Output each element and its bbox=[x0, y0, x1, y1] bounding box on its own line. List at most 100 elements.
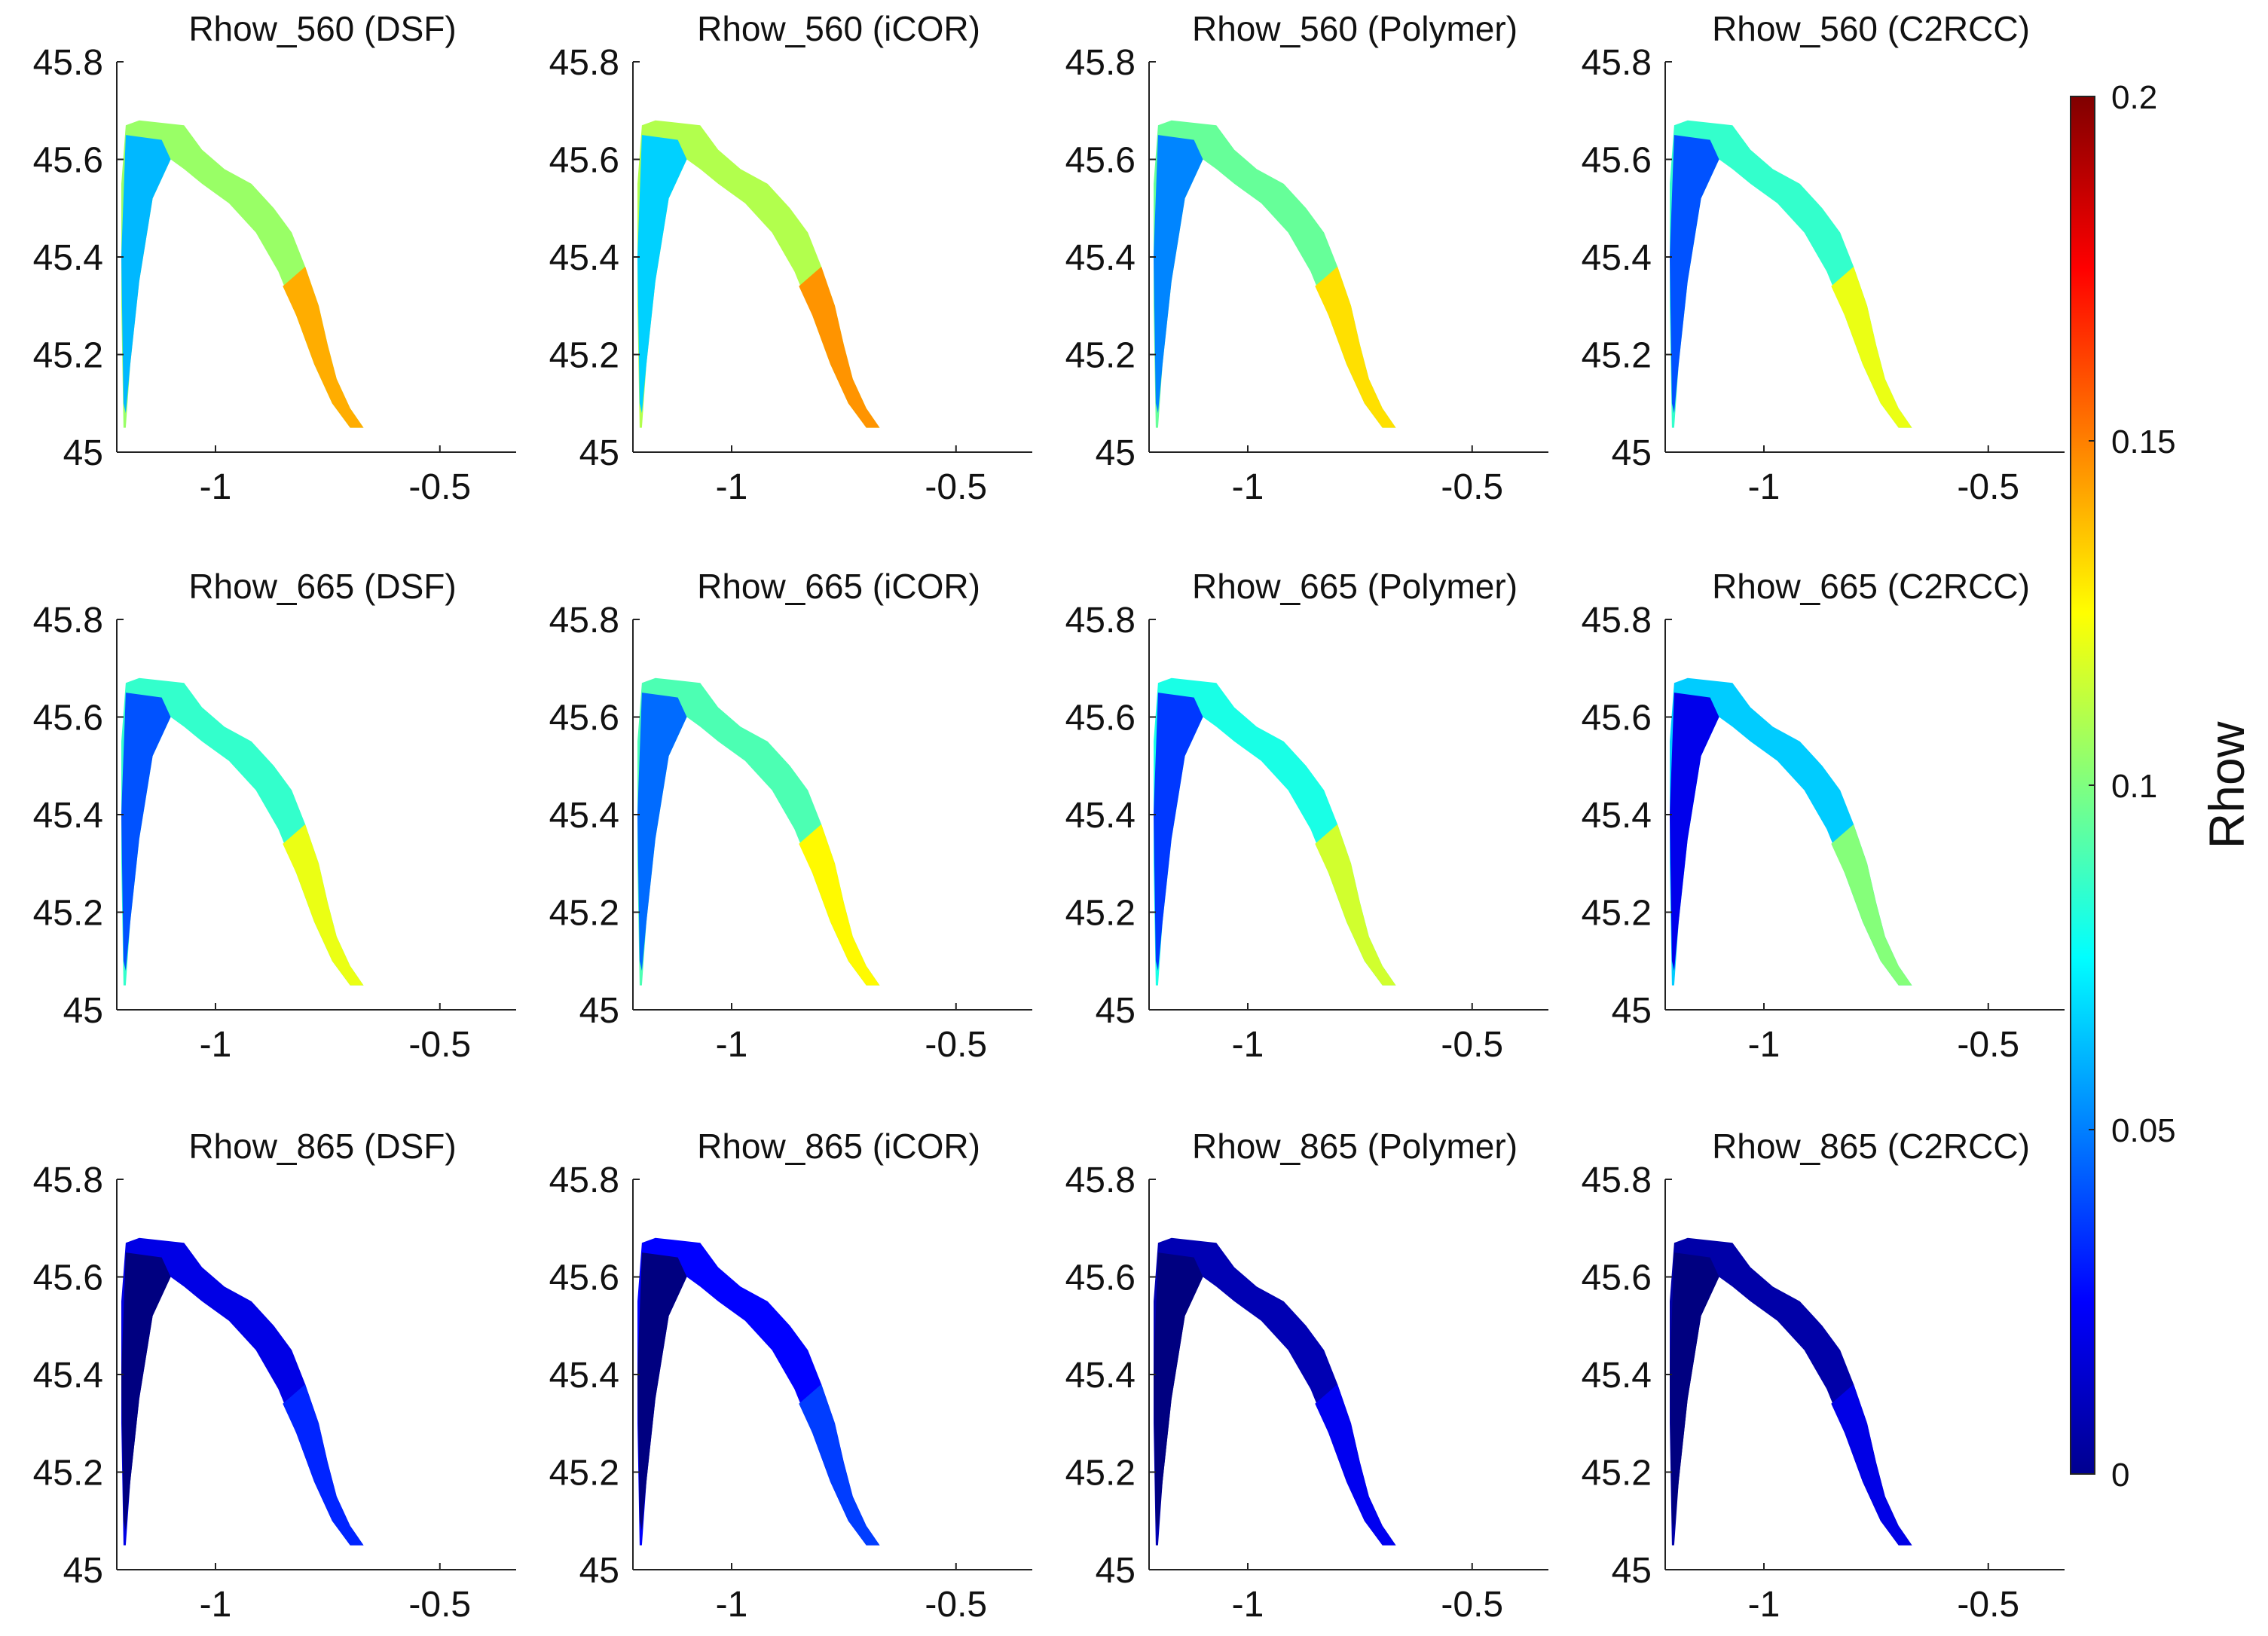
x-tick-label: -0.5 bbox=[408, 467, 471, 507]
y-tick-label: 45.6 bbox=[1065, 1258, 1136, 1298]
y-tick-label: 45.6 bbox=[33, 141, 103, 181]
colorbar-tick-label: 0 bbox=[2111, 1457, 2129, 1494]
x-tick-label: -1 bbox=[1748, 467, 1780, 507]
y-tick-label: 45 bbox=[579, 991, 619, 1031]
y-tick-label: 45.2 bbox=[1582, 336, 1652, 376]
estuary-mouth-area bbox=[1154, 693, 1203, 971]
x-tick-label: -1 bbox=[200, 1585, 232, 1625]
panel-title: Rhow_560 (Polymer) bbox=[1192, 9, 1518, 48]
panel-title: Rhow_560 (C2RCC) bbox=[1712, 9, 2030, 48]
x-tick-label: -0.5 bbox=[1441, 467, 1503, 507]
y-tick-label: 45.4 bbox=[1582, 796, 1652, 836]
y-tick-label: 45 bbox=[1612, 991, 1652, 1031]
y-tick-label: 45 bbox=[1612, 1551, 1652, 1591]
panel-title: Rhow_665 (iCOR) bbox=[697, 567, 980, 606]
y-tick-label: 45.8 bbox=[1582, 43, 1652, 83]
panel-5: 45 45.2 45.4 45.6 45.8 -1 -0.5 Rhow_665 (DSF) bbox=[33, 567, 516, 1065]
y-tick-label: 45 bbox=[1612, 433, 1652, 473]
estuary-mouth-area bbox=[121, 693, 171, 971]
panel-1: 45 45.2 45.4 45.6 45.8 -1 -0.5 Rhow_560 (DSF) bbox=[33, 9, 516, 507]
y-tick-label: 45.8 bbox=[33, 601, 103, 641]
y-tick-label: 45 bbox=[1096, 1551, 1136, 1591]
y-tick-label: 45.4 bbox=[549, 1356, 619, 1396]
y-tick-label: 45.4 bbox=[33, 1356, 103, 1396]
y-tick-label: 45.2 bbox=[1582, 1454, 1652, 1494]
x-tick-label: -1 bbox=[1748, 1585, 1780, 1625]
estuary-upstream-area bbox=[1831, 1384, 1912, 1546]
y-tick-label: 45.8 bbox=[33, 1160, 103, 1200]
x-tick-label: -0.5 bbox=[925, 1025, 987, 1065]
y-tick-label: 45.2 bbox=[549, 894, 619, 934]
estuary-upstream-area bbox=[1315, 266, 1396, 428]
y-tick-label: 45.4 bbox=[1065, 1356, 1136, 1396]
estuary-mouth-area bbox=[1670, 693, 1719, 971]
y-tick-label: 45 bbox=[63, 433, 103, 473]
panel-title: Rhow_865 (DSF) bbox=[188, 1127, 456, 1166]
panel-title: Rhow_865 (iCOR) bbox=[697, 1127, 980, 1166]
y-tick-label: 45.4 bbox=[1065, 796, 1136, 836]
y-tick-label: 45.4 bbox=[33, 796, 103, 836]
panel-7: 45 45.2 45.4 45.6 45.8 -1 -0.5 Rhow_665 (Polyme… bbox=[1065, 567, 1548, 1065]
x-tick-label: -0.5 bbox=[1441, 1585, 1503, 1625]
y-tick-label: 45.6 bbox=[33, 1258, 103, 1298]
panel-11: 45 45.2 45.4 45.6 45.8 -1 -0.5 Rhow_865 (Polyme… bbox=[1065, 1127, 1548, 1625]
x-tick-label: -1 bbox=[200, 1025, 232, 1065]
panel-8: 45 45.2 45.4 45.6 45.8 -1 -0.5 Rhow_665 (C2RCC) bbox=[1582, 567, 2065, 1065]
estuary-upstream-area bbox=[283, 1384, 364, 1546]
estuary-upstream-area bbox=[799, 824, 880, 986]
y-tick-label: 45.2 bbox=[549, 1454, 619, 1494]
x-tick-label: -0.5 bbox=[925, 467, 987, 507]
colorbar-tick-label: 0.15 bbox=[2111, 424, 2176, 460]
y-tick-label: 45.8 bbox=[549, 601, 619, 641]
colorbar-tick-label: 0.05 bbox=[2111, 1112, 2176, 1149]
y-tick-label: 45.4 bbox=[33, 238, 103, 278]
y-tick-label: 45.2 bbox=[1065, 894, 1136, 934]
estuary-upstream-area bbox=[1315, 824, 1396, 986]
panel-4: 45 45.2 45.4 45.6 45.8 -1 -0.5 Rhow_560 (C2RCC) bbox=[1582, 9, 2065, 507]
estuary-upstream-area bbox=[283, 266, 364, 428]
panel-title: Rhow_560 (iCOR) bbox=[697, 9, 980, 48]
x-tick-label: -1 bbox=[716, 467, 748, 507]
y-tick-label: 45.6 bbox=[549, 141, 619, 181]
y-tick-label: 45.6 bbox=[1582, 1258, 1652, 1298]
panel-title: Rhow_665 (Polymer) bbox=[1192, 567, 1518, 606]
colorbar-label: Rhow bbox=[2199, 721, 2254, 849]
y-tick-label: 45.8 bbox=[33, 43, 103, 83]
estuary-mouth-area bbox=[1154, 1252, 1203, 1531]
y-tick-label: 45.8 bbox=[1582, 601, 1652, 641]
y-tick-label: 45.4 bbox=[549, 796, 619, 836]
y-tick-label: 45.4 bbox=[1582, 238, 1652, 278]
panel-3: 45 45.2 45.4 45.6 45.8 -1 -0.5 Rhow_560 (Polyme… bbox=[1065, 9, 1548, 507]
y-tick-label: 45.2 bbox=[1582, 894, 1652, 934]
estuary-mouth-area bbox=[637, 1252, 687, 1531]
x-tick-label: -0.5 bbox=[1957, 1585, 2019, 1625]
panel-title: Rhow_665 (DSF) bbox=[188, 567, 456, 606]
estuary-mouth-area bbox=[121, 135, 171, 414]
x-tick-label: -0.5 bbox=[408, 1025, 471, 1065]
panel-6: 45 45.2 45.4 45.6 45.8 -1 -0.5 Rhow_665 (iCOR) bbox=[549, 567, 1032, 1065]
x-tick-label: -1 bbox=[1748, 1025, 1780, 1065]
y-tick-label: 45 bbox=[579, 1551, 619, 1591]
estuary-mouth-area bbox=[637, 135, 687, 414]
estuary-upstream-area bbox=[799, 266, 880, 428]
estuary-upstream-area bbox=[283, 824, 364, 986]
x-tick-label: -0.5 bbox=[1957, 467, 2019, 507]
x-tick-label: -1 bbox=[200, 467, 232, 507]
x-tick-label: -1 bbox=[716, 1585, 748, 1625]
panel-2: 45 45.2 45.4 45.6 45.8 -1 -0.5 Rhow_560 (iCOR) bbox=[549, 9, 1032, 507]
estuary-mouth-area bbox=[1154, 135, 1203, 414]
x-tick-label: -1 bbox=[1232, 1025, 1264, 1065]
panel-title: Rhow_865 (Polymer) bbox=[1192, 1127, 1518, 1166]
x-tick-label: -0.5 bbox=[1441, 1025, 1503, 1065]
x-tick-label: -0.5 bbox=[408, 1585, 471, 1625]
panel-9: 45 45.2 45.4 45.6 45.8 -1 -0.5 Rhow_865 (DSF) bbox=[33, 1127, 516, 1625]
y-tick-label: 45.2 bbox=[549, 336, 619, 376]
y-tick-label: 45.4 bbox=[1065, 238, 1136, 278]
estuary-upstream-area bbox=[1831, 824, 1912, 986]
y-tick-label: 45.2 bbox=[33, 336, 103, 376]
y-tick-label: 45.2 bbox=[1065, 336, 1136, 376]
colorbar: 0 0.05 0.1 0.15 0.2 Rhow bbox=[2070, 79, 2254, 1494]
x-tick-label: -1 bbox=[716, 1025, 748, 1065]
estuary-upstream-area bbox=[1315, 1384, 1396, 1546]
